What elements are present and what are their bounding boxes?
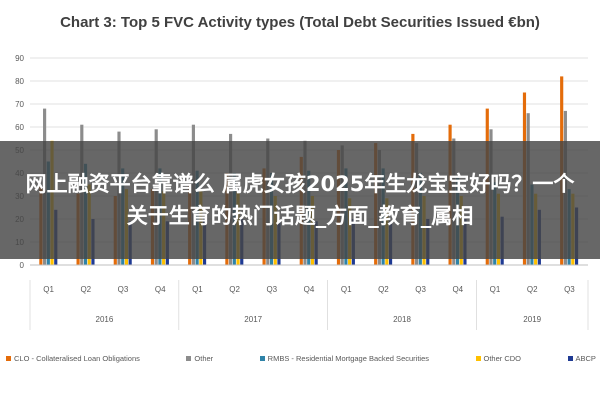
- legend-item: Other CDO: [475, 353, 522, 363]
- y-tick-label: 0: [20, 261, 25, 270]
- legend-label: ABCP: [575, 353, 596, 363]
- legend-swatch: [6, 355, 11, 361]
- legend-swatch: [475, 355, 481, 361]
- x-tick-label: Q3: [266, 285, 277, 294]
- x-tick-label: Q2: [527, 285, 538, 294]
- legend-label: RMBS - Residential Mortgage Backed Secur…: [267, 353, 429, 363]
- legend-swatch: [567, 355, 573, 361]
- legend-item: ABCP: [567, 353, 596, 363]
- year-label: 2018: [393, 315, 411, 324]
- year-label: 2019: [523, 315, 541, 324]
- legend-label: Other: [194, 353, 214, 363]
- y-tick-label: 80: [15, 77, 24, 86]
- legend-item: RMBS - Residential Mortgage Backed Secur…: [259, 353, 429, 363]
- legend-item: CLO - Collateralised Loan Obligations: [6, 354, 140, 363]
- y-tick-label: 70: [15, 100, 24, 109]
- x-tick-label: Q4: [452, 285, 463, 294]
- x-tick-label: Q3: [564, 285, 575, 294]
- legend-swatch: [259, 355, 265, 361]
- legend-swatch: [186, 355, 192, 361]
- x-tick-label: Q2: [80, 285, 91, 294]
- x-tick-label: Q1: [192, 285, 203, 294]
- x-tick-label: Q1: [490, 285, 501, 294]
- chart-legend: CLO - Collateralised Loan Obligations Oth…: [6, 350, 596, 366]
- x-tick-label: Q1: [341, 285, 352, 294]
- year-label: 2017: [244, 315, 262, 324]
- article-title-overlay[interactable]: 网上融资平台靠谱么 属虎女孩2025年生龙宝宝好吗？一个关于生育的热门话题_方面…: [0, 141, 600, 259]
- x-tick-label: Q2: [229, 285, 240, 294]
- chart-title: Chart 3: Top 5 FVC Activity types (Total…: [60, 14, 540, 31]
- x-tick-label: Q4: [155, 285, 166, 294]
- year-label: 2016: [96, 315, 114, 324]
- legend-item: Other: [186, 354, 213, 363]
- legend-label: CLO - Collateralised Loan Obligations: [14, 353, 140, 363]
- x-tick-label: Q3: [415, 285, 426, 294]
- legend-label: Other CDO: [483, 353, 522, 363]
- x-tick-label: Q2: [378, 285, 389, 294]
- x-tick-label: Q1: [43, 285, 54, 294]
- y-tick-label: 60: [15, 123, 24, 132]
- x-tick-label: Q3: [118, 285, 129, 294]
- article-title-text: 网上融资平台靠谱么 属虎女孩2025年生龙宝宝好吗？一个关于生育的热门话题_方面…: [25, 172, 575, 228]
- x-tick-label: Q4: [304, 285, 315, 294]
- y-tick-label: 90: [15, 54, 24, 63]
